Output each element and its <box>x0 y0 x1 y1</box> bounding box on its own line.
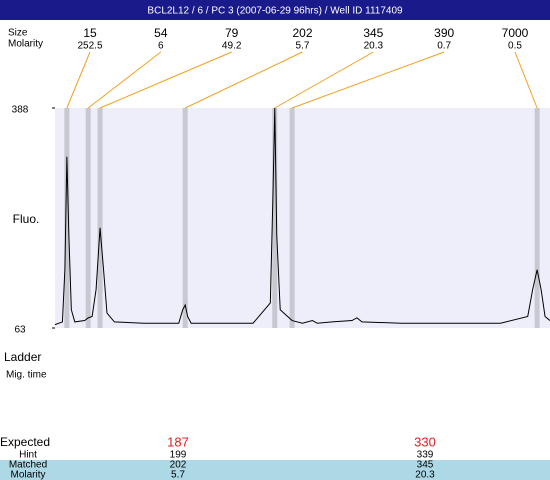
peak-size: 15 <box>83 26 97 40</box>
peak-leader <box>87 51 162 109</box>
result-value: 187 <box>167 434 189 449</box>
y-axis-label: Fluo. <box>13 212 40 226</box>
peak-molarity: 0.5 <box>508 41 522 52</box>
result-row-label: Hint <box>19 450 37 461</box>
plot-area <box>55 108 550 328</box>
chart-title: BCL2L12 / 6 / PC 3 (2007-06-29 96hrs) / … <box>147 6 403 17</box>
title-bar <box>0 0 550 20</box>
peak-molarity: 20.3 <box>364 41 384 52</box>
peak-size: 79 <box>225 26 239 40</box>
peak-leader <box>274 51 374 109</box>
result-value: 20.3 <box>415 470 435 480</box>
peak-size: 202 <box>292 26 312 40</box>
peak-size: 7000 <box>502 26 529 40</box>
trace <box>54 107 550 326</box>
peak-leader <box>99 51 232 109</box>
result-row-label: Matched <box>9 460 47 471</box>
peak-size: 390 <box>434 26 454 40</box>
ladder-label: Ladder <box>4 350 41 364</box>
result-value: 339 <box>417 450 434 461</box>
peak-molarity: 49.2 <box>222 41 242 52</box>
peak-molarity: 6 <box>158 41 164 52</box>
ladder-sublabel: Mig. time <box>6 370 47 381</box>
peak-band <box>534 108 540 328</box>
result-value: 199 <box>170 450 187 461</box>
peak-molarity: 5.7 <box>296 41 310 52</box>
peak-band <box>97 108 103 328</box>
result-value: 5.7 <box>171 470 185 480</box>
molarity-label: Molarity <box>8 39 43 50</box>
peak-size: 54 <box>154 26 168 40</box>
result-row-label: Molarity <box>10 470 45 480</box>
peak-leader <box>514 51 538 109</box>
result-value: 330 <box>414 434 436 449</box>
matched-rows-bg <box>0 460 550 480</box>
peak-size: 345 <box>363 26 383 40</box>
peak-leader <box>291 51 445 109</box>
peak-leader <box>66 51 91 109</box>
result-value: 202 <box>170 460 187 471</box>
peak-band <box>85 108 91 328</box>
peak-leader <box>184 51 303 109</box>
peak-band <box>289 108 295 328</box>
peak-molarity: 0.7 <box>437 41 451 52</box>
result-row-label: Expected <box>0 435 50 449</box>
peak-molarity: 252.5 <box>77 41 102 52</box>
peak-band <box>182 108 188 328</box>
peak-band <box>64 108 70 328</box>
y-tick-label: 388 <box>12 105 29 116</box>
result-value: 345 <box>417 460 434 471</box>
size-label: Size <box>8 28 28 39</box>
peak-band <box>272 108 278 328</box>
y-tick-label: 63 <box>14 325 26 336</box>
